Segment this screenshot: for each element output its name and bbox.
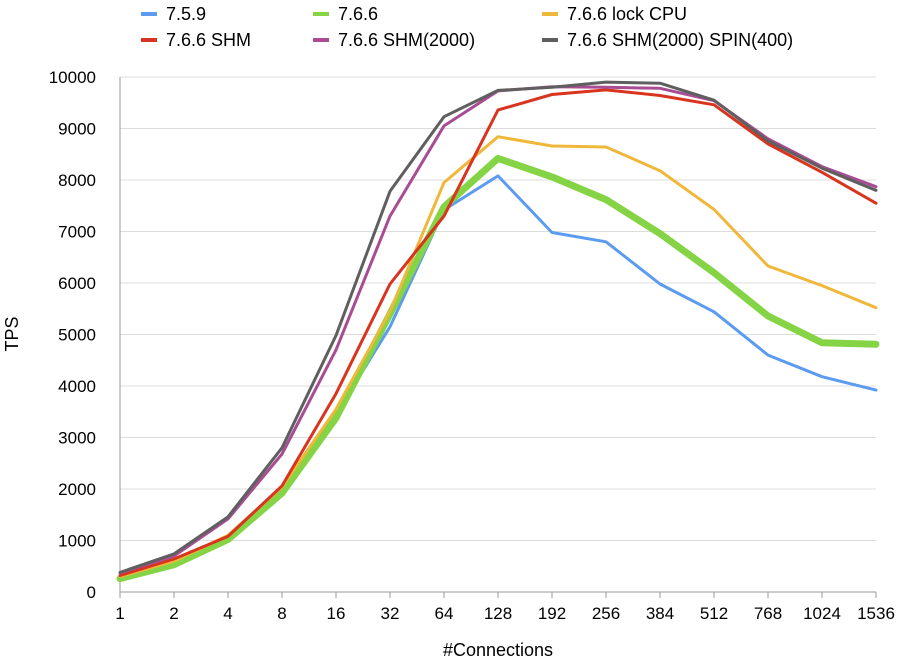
legend-swatch	[542, 38, 558, 42]
y-tick-label: 8000	[58, 171, 96, 190]
legend-label: 7.6.6 SHM(2000) SPIN(400)	[567, 30, 794, 50]
legend-entry: 7.6.6 SHM(2000)	[313, 30, 475, 50]
legend-swatch	[141, 12, 157, 16]
x-tick-label: 16	[327, 604, 346, 623]
legend-label: 7.6.6	[338, 4, 379, 24]
legend-entry: 7.6.6	[313, 4, 378, 24]
legend-swatch	[542, 12, 558, 16]
x-tick-label: 64	[435, 604, 454, 623]
x-tick-label: 4	[223, 604, 232, 623]
x-tick-label: 32	[381, 604, 400, 623]
series-line	[118, 174, 878, 578]
y-tick-label: 4000	[58, 377, 96, 396]
x-axis-title: #Connections	[443, 640, 553, 660]
axes: 0 1000 2000 3000 4000 5000 6000 7000 8000 9000 100…	[49, 68, 895, 623]
x-tick-label: 768	[754, 604, 782, 623]
series-line	[118, 88, 878, 577]
legend-entry: 7.6.6 SHM(2000) SPIN(400)	[542, 30, 793, 50]
x-tick-label: 1024	[803, 604, 841, 623]
y-axis-title: TPS	[2, 316, 22, 351]
y-tick-label: 0	[87, 583, 96, 602]
x-tick-label: 512	[700, 604, 728, 623]
legend-label: 7.5.9	[166, 4, 207, 24]
legend-label: 7.6.6 SHM(2000)	[338, 30, 476, 50]
x-tick-label: 384	[646, 604, 674, 623]
x-tick-label: 2	[169, 604, 178, 623]
legend-label: 7.6.6 SHM	[166, 30, 252, 50]
y-tick-label: 9000	[58, 120, 96, 139]
y-tick-label: 10000	[49, 68, 96, 87]
y-tick-label: 2000	[58, 480, 96, 499]
chart-legend: 7.5.9 7.6.6 7.6.6 lock CPU 7.6.6 SHM 7.6…	[0, 0, 898, 60]
series-lines	[116, 80, 880, 583]
gridlines	[120, 76, 876, 541]
y-tick-label: 3000	[58, 429, 96, 448]
x-tick-label: 1536	[857, 604, 895, 623]
y-tick-label: 7000	[58, 223, 96, 242]
x-tick-label: 192	[538, 604, 566, 623]
legend-entry: 7.5.9	[141, 4, 206, 24]
legend-entry: 7.6.6 SHM	[141, 30, 251, 50]
legend-label: 7.6.6 lock CPU	[567, 4, 688, 24]
legend-entry: 7.6.6 lock CPU	[542, 4, 687, 24]
legend-swatch	[313, 12, 329, 16]
legend-swatch	[141, 38, 157, 42]
y-tick-label: 6000	[58, 274, 96, 293]
y-tick-label: 1000	[58, 532, 96, 551]
x-tick-label: 8	[277, 604, 286, 623]
series-line	[116, 154, 880, 583]
x-tick-label: 128	[484, 604, 512, 623]
series-line	[118, 80, 878, 574]
axis-labels: #Connections TPS	[2, 316, 553, 660]
x-tick-label: 256	[592, 604, 620, 623]
y-tick-label: 5000	[58, 326, 96, 345]
x-tick-label: 1	[115, 604, 124, 623]
legend-swatch	[313, 38, 329, 42]
